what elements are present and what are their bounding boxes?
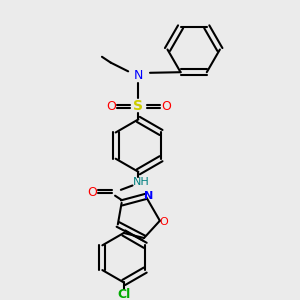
Text: O: O	[106, 100, 116, 113]
Text: N: N	[144, 191, 153, 201]
Text: O: O	[160, 217, 169, 227]
Text: NH: NH	[133, 177, 150, 187]
Text: S: S	[134, 99, 143, 113]
Text: Cl: Cl	[117, 288, 130, 300]
Text: N: N	[134, 69, 143, 82]
Text: O: O	[87, 186, 97, 199]
Text: O: O	[161, 100, 171, 113]
